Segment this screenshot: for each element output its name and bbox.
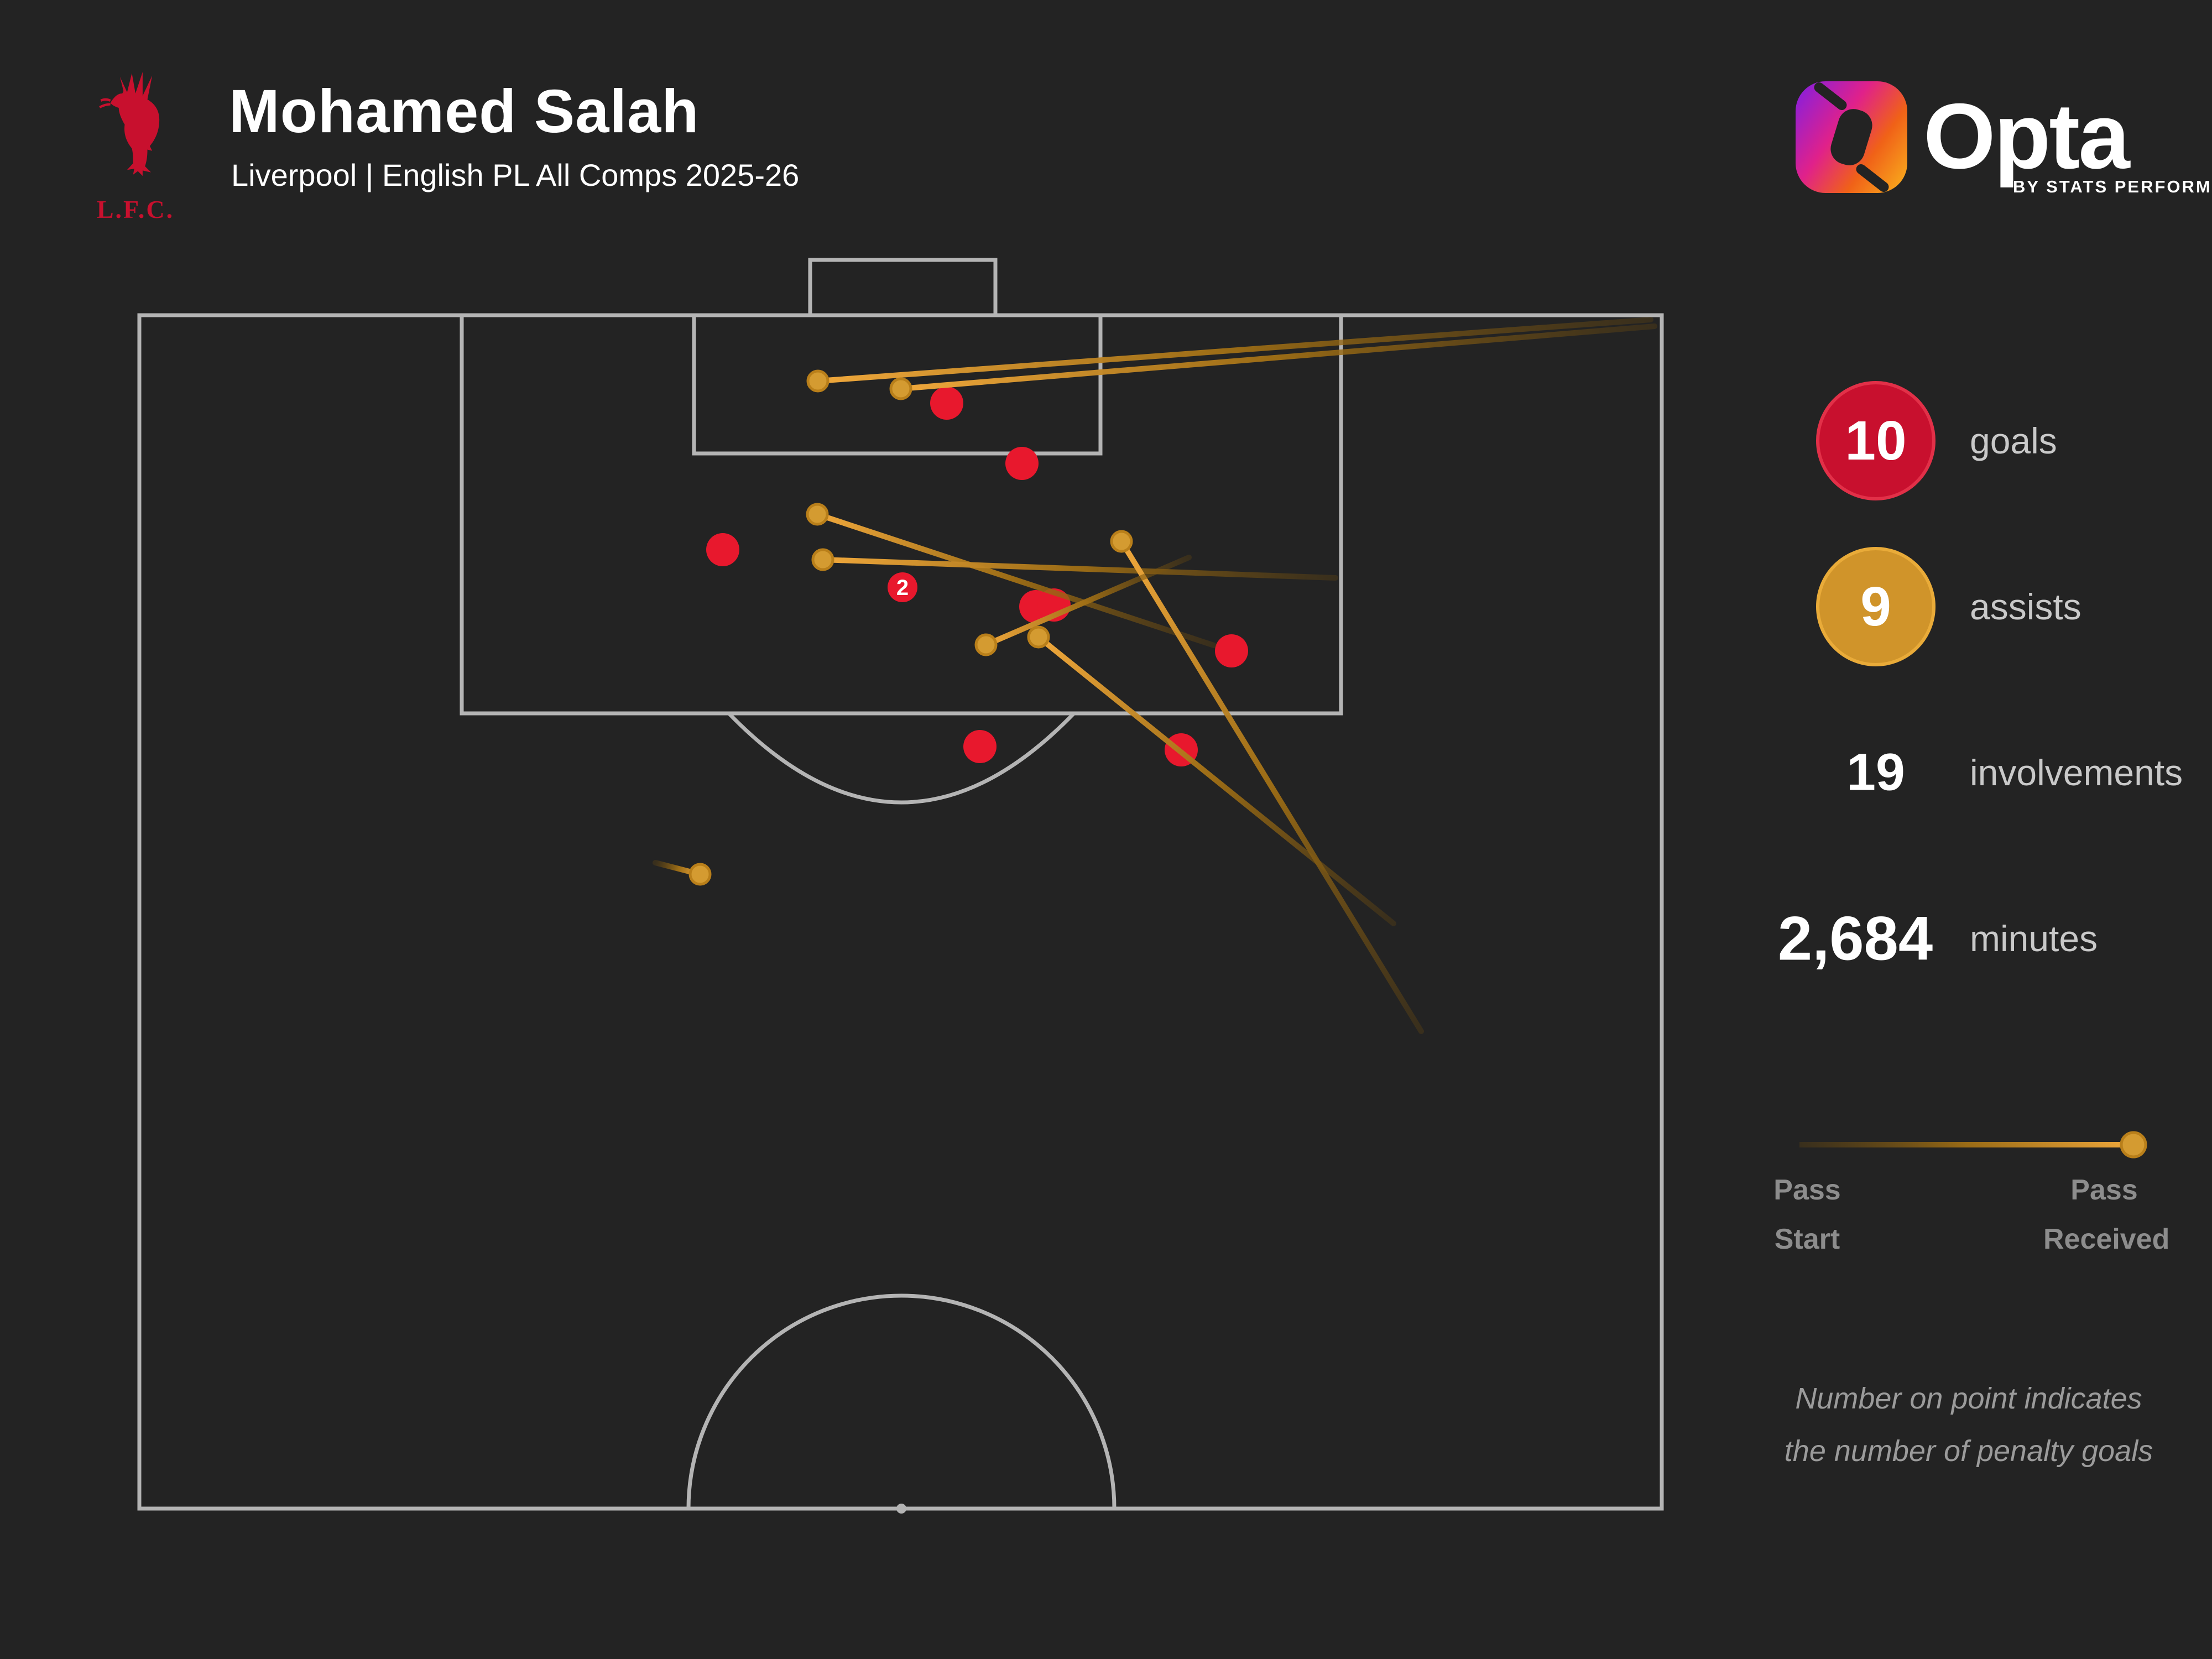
goal-dot (963, 730, 997, 763)
goal-frame (808, 258, 998, 317)
penalty-footnote: Number on point indicates the number of … (1736, 1373, 2201, 1477)
assist-dot (889, 377, 912, 400)
involvements-label: involvements (1970, 752, 2183, 793)
assist-dot (806, 503, 829, 526)
pass-line (1119, 539, 1424, 1034)
liver-bird-seaweed (99, 98, 111, 108)
minutes-value: 2,684 (1777, 904, 1933, 973)
assist-dot (811, 548, 834, 571)
goals-value: 10 (1845, 409, 1907, 472)
page-subtitle: Liverpool | English PL All Comps 2025-26 (231, 158, 800, 192)
penalty-footnote-line1: Number on point indicates (1795, 1382, 2142, 1415)
opta-wordmark: Opta (1923, 84, 2130, 188)
assist-dot (1027, 625, 1050, 649)
centre-spot (896, 1504, 906, 1514)
penalty-goal-dot (888, 572, 917, 602)
page-title: Mohamed Salah (229, 77, 700, 145)
lfc-crest-icon (99, 72, 160, 176)
legend-pass-received-line2: Received (2043, 1223, 2170, 1256)
penalty-arc (727, 712, 1076, 805)
assists-stat-circle: 9 (1816, 547, 1936, 666)
involvements-value: 19 (1846, 743, 1905, 802)
assist-dot (974, 633, 998, 656)
legend-line-sample (1799, 1131, 2147, 1159)
assist-dot (688, 863, 712, 886)
liver-bird (110, 72, 160, 176)
penalty-count-label: 2 (896, 576, 909, 600)
legend-pass-received-line1: Pass (2070, 1174, 2138, 1206)
pass-line (898, 324, 1657, 392)
assist-dot (1110, 530, 1133, 553)
penalty-footnote-line2: the number of penalty goals (1784, 1434, 2153, 1468)
assists-value: 9 (1860, 575, 1891, 638)
goal-dot (1215, 634, 1248, 667)
goals-layer (706, 387, 1248, 766)
pass-line (815, 512, 1217, 648)
goal-dot (930, 387, 963, 420)
goal-dot (1005, 447, 1039, 480)
pass-line (1036, 634, 1396, 926)
assists-label: assists (1970, 586, 2081, 627)
legend-pass-received-label: Pass Received (2043, 1166, 2170, 1265)
assist-dot (806, 369, 830, 393)
legend-received-dot (2120, 1131, 2147, 1159)
goal-dot (706, 533, 739, 566)
assists-layer (688, 369, 1133, 886)
pitch-outline (137, 313, 1664, 1511)
pass-line (983, 555, 1192, 648)
club-initials: L.F.C. (96, 195, 175, 223)
pass-line (820, 557, 1338, 581)
pitch (137, 258, 1664, 1514)
pass-line (815, 317, 1653, 384)
passes-layer (653, 317, 1657, 1034)
centre-circle-arc (686, 1293, 1117, 1509)
opta-byline: BY STATS PERFORM (2013, 177, 2212, 196)
minutes-label: minutes (1970, 918, 2098, 959)
goals-label: goals (1970, 420, 2057, 461)
legend-pass-start-label: Pass Start (1746, 1166, 1868, 1265)
legend-pass-start-line1: Pass (1773, 1174, 1841, 1206)
goals-stat-circle: 10 (1816, 381, 1936, 500)
legend-pass-start-line2: Start (1774, 1223, 1840, 1256)
opta-logo-mark (1796, 81, 1907, 193)
